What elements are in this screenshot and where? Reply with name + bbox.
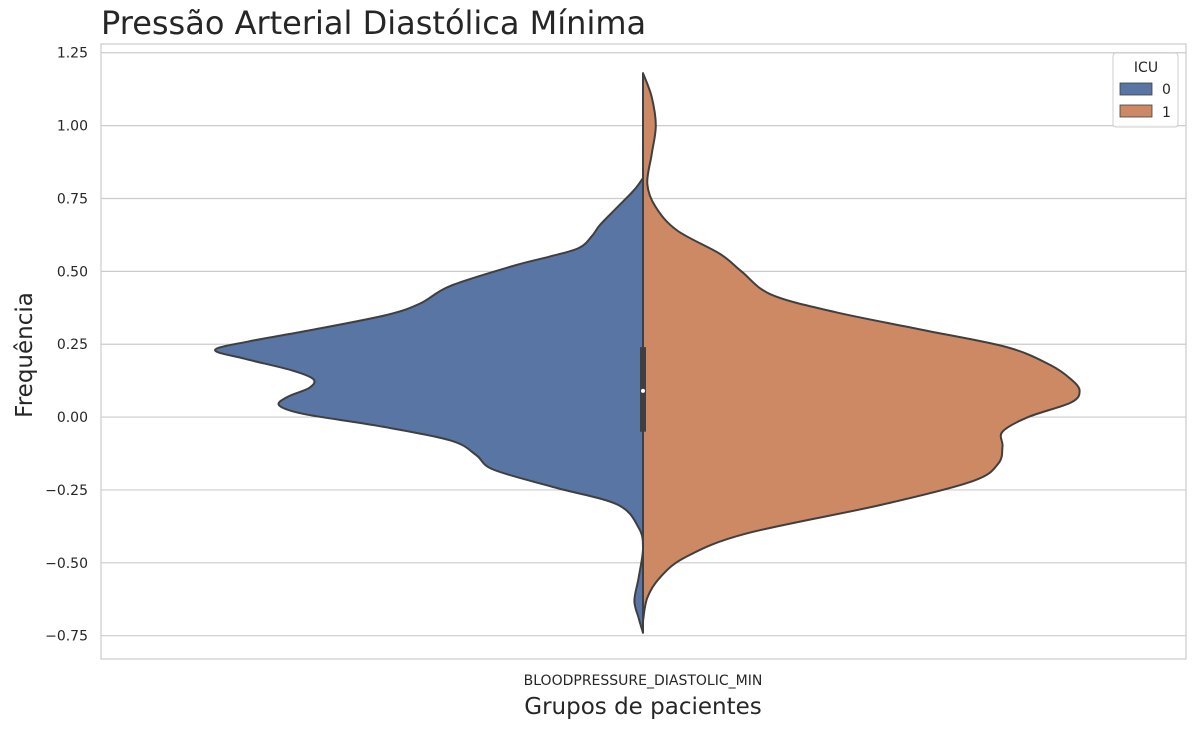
violin-half-1 <box>642 72 1081 623</box>
y-axis-label: Frequência <box>12 292 38 418</box>
y-tick-labels: 1.25 1.00 0.75 0.50 0.25 0.00 −0.25 −0.50 −0.75 <box>45 46 88 645</box>
y-tick-label-1: 1.00 <box>57 119 88 135</box>
plot-frame <box>100 43 1187 660</box>
x-tick-labels: BLOODPRESSURE_DIASTOLIC_MIN <box>524 673 763 689</box>
legend-title: ICU <box>1134 60 1158 76</box>
chart-title: Pressão Arterial Diastólica Mínima <box>101 4 646 42</box>
y-tick-label-4: 0.25 <box>57 337 88 353</box>
y-tick-label-5: 0.00 <box>57 410 88 426</box>
y-tick-label-6: −0.25 <box>45 483 88 499</box>
y-tick-label-0: 1.25 <box>57 46 88 62</box>
box-median <box>641 388 645 393</box>
y-tick-label-8: −0.75 <box>45 629 88 645</box>
violins <box>213 72 1081 634</box>
y-tick-label-3: 0.50 <box>57 264 88 280</box>
legend-swatch-0 <box>1119 82 1153 96</box>
legend-swatch-1 <box>1119 104 1153 118</box>
y-tick-label-2: 0.75 <box>57 191 88 207</box>
x-tick-label-0: BLOODPRESSURE_DIASTOLIC_MIN <box>524 673 763 689</box>
violin-half-0 <box>213 177 644 634</box>
legend-label-1: 1 <box>1162 105 1171 121</box>
y-tick-label-7: −0.50 <box>45 556 88 572</box>
inner-box <box>640 230 646 622</box>
x-axis-label: Grupos de pacientes <box>524 694 762 720</box>
legend: ICU 0 1 <box>1112 52 1179 128</box>
legend-label-0: 0 <box>1162 82 1171 98</box>
